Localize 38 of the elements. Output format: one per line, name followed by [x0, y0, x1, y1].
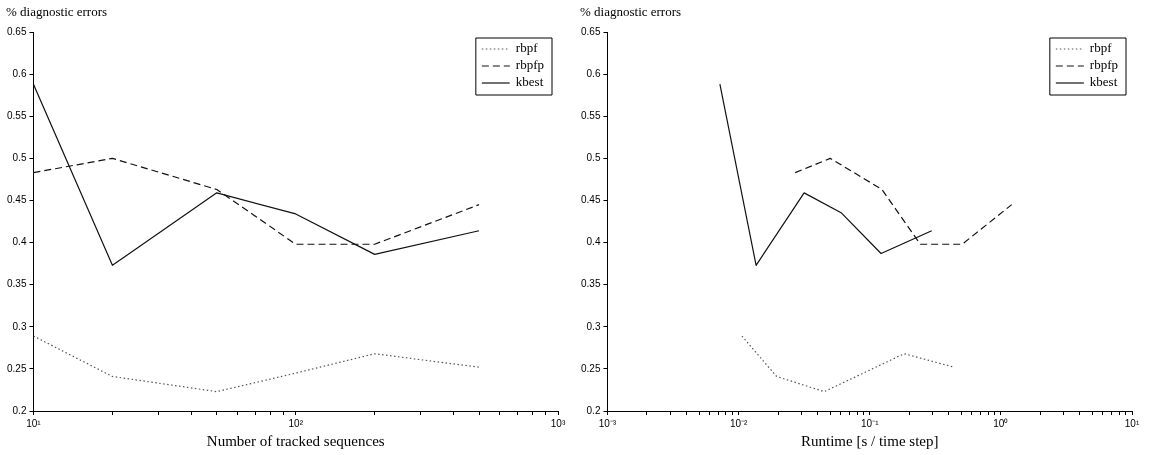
y-tick-label: 0.25 [6, 362, 27, 374]
x-tick-label: 10³ [550, 417, 566, 429]
y-tick-label: 0.35 [580, 278, 601, 290]
legend-label: kbest [515, 74, 544, 90]
y-tick-label: 0.3 [12, 320, 27, 332]
x-tick-label: 10⁻³ [598, 417, 617, 429]
y-axis-title: % diagnostic errors [6, 3, 108, 19]
x-axis-title: Number of tracked sequences [206, 432, 385, 449]
legend-label: rbpf [1089, 40, 1113, 56]
y-tick-label: 0.45 [580, 194, 601, 206]
y-tick-label: 0.5 [12, 152, 27, 164]
y-tick-label: 0.65 [580, 25, 601, 37]
y-tick-label: 0.35 [6, 278, 27, 290]
legend-label: rbpfp [515, 57, 545, 73]
y-axis-title: % diagnostic errors [580, 3, 682, 19]
y-tick-label: 0.3 [586, 320, 601, 332]
y-tick-label: 0.25 [580, 362, 601, 374]
legend-label: rbpfp [1089, 57, 1119, 73]
x-tick-label: 10⁻¹ [861, 417, 880, 429]
x-tick-label: 10⁻² [729, 417, 748, 429]
y-tick-label: 0.6 [586, 67, 601, 79]
y-tick-label: 0.5 [586, 152, 601, 164]
y-tick-label: 0.55 [580, 109, 601, 121]
y-tick-label: 0.4 [586, 236, 601, 248]
x-tick-label: 10² [288, 417, 304, 429]
legend-label: rbpf [515, 40, 539, 56]
y-tick-label: 0.65 [6, 25, 27, 37]
x-tick-label: 10¹ [1124, 417, 1140, 429]
x-tick-label: 10⁰ [993, 417, 1009, 429]
y-tick-label: 0.2 [12, 404, 27, 416]
legend-label: kbest [1089, 74, 1118, 90]
y-tick-label: 0.6 [12, 67, 27, 79]
y-tick-label: 0.55 [6, 109, 27, 121]
x-axis-title: Runtime [s / time step] [800, 432, 939, 449]
x-tick-label: 10¹ [26, 417, 42, 429]
y-tick-label: 0.2 [586, 404, 601, 416]
y-tick-label: 0.4 [12, 236, 27, 248]
y-tick-label: 0.45 [6, 194, 27, 206]
